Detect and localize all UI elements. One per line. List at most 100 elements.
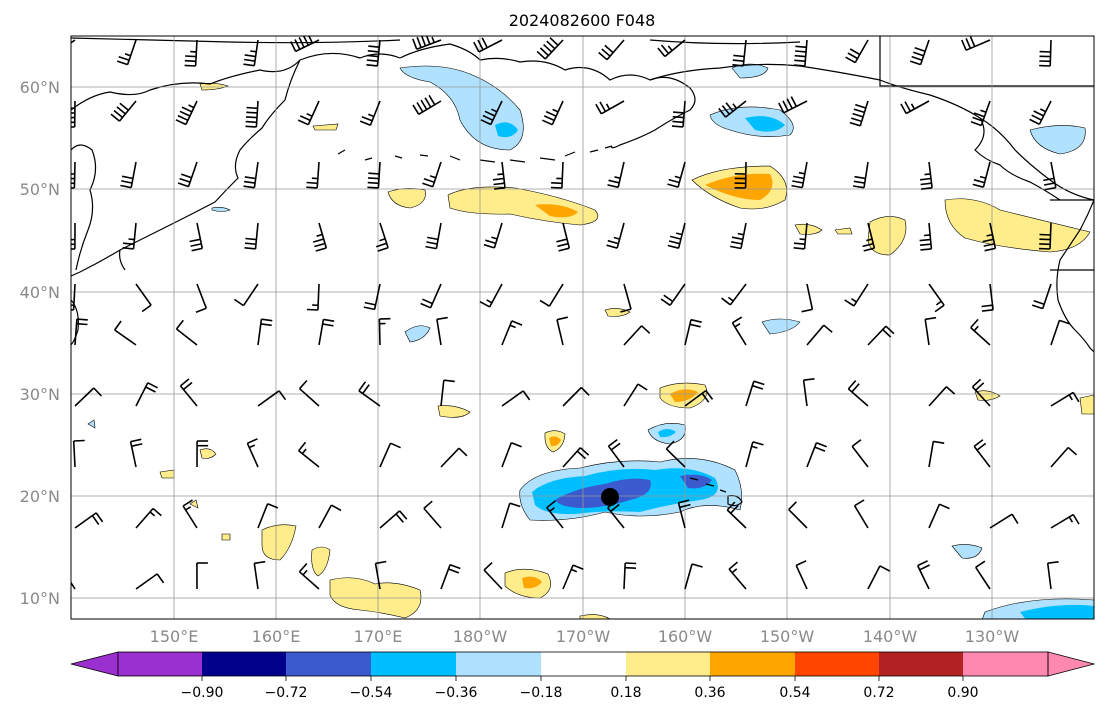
wind-barb (982, 222, 997, 252)
wind-barb (1046, 561, 1059, 590)
wind-barb (667, 222, 686, 249)
wind-barb (422, 161, 442, 188)
wind-barb (920, 161, 933, 190)
wind-barb (1038, 222, 1052, 250)
wind-barb (556, 316, 568, 346)
wind-barb (1031, 283, 1052, 310)
wind-barb (374, 560, 387, 590)
lon-label: 160°E (252, 627, 301, 646)
wind-barb (359, 100, 381, 126)
lon-label: 160°W (658, 627, 713, 646)
wind-barb (375, 222, 389, 252)
lon-label: 140°W (863, 627, 918, 646)
lon-label: 170°W (556, 627, 611, 646)
wind-barb (730, 222, 747, 250)
wind-barb (598, 39, 625, 61)
wind-barb (114, 320, 137, 346)
storm-center-marker (601, 488, 619, 506)
wind-barb (257, 503, 279, 529)
wind-barb (253, 560, 266, 590)
anomaly-shading (87, 63, 1094, 619)
wind-barb (189, 222, 204, 252)
lat-label: 10°N (20, 589, 60, 608)
colorbar-bin (286, 652, 371, 676)
wind-barb (298, 441, 320, 468)
wind-barb (298, 562, 320, 590)
wind-barb (440, 379, 455, 407)
wind-barb (791, 161, 808, 189)
wind-barb (1050, 391, 1080, 407)
wind-barb (129, 438, 143, 468)
wind-barb (924, 316, 937, 346)
wind-barb (244, 222, 259, 250)
wind-barb (660, 283, 686, 306)
wind-barb (196, 562, 208, 590)
longitude-labels: 150°E 160°E 170°E 180°W 170°W 160°W 150°… (150, 627, 1020, 646)
wind-barb (745, 441, 764, 468)
wind-barb (916, 560, 930, 590)
wind-barb (539, 283, 564, 307)
wind-barb (122, 222, 137, 250)
wind-barb (297, 100, 320, 126)
wind-barb (684, 318, 702, 346)
wind-barb (195, 283, 208, 313)
lon-label: 130°W (965, 627, 1020, 646)
wind-barb (802, 378, 815, 407)
wind-barb (71, 283, 76, 311)
wind-barb (318, 318, 335, 346)
wind-barb (801, 283, 814, 313)
wind-barb (667, 161, 686, 188)
wind-barb (970, 100, 991, 127)
wind-barb (71, 161, 76, 189)
wind-barb (379, 442, 401, 468)
wind-barb (971, 378, 991, 407)
wind-barb (379, 510, 408, 529)
wind-barb (306, 161, 320, 189)
wind-barb (665, 440, 686, 468)
wind-barb (473, 37, 503, 53)
wind-barb (806, 324, 833, 346)
colorbar-bin (202, 652, 286, 676)
colorbar-tick: −0.54 (350, 685, 393, 701)
wind-barb (318, 504, 342, 529)
wind-barb (175, 100, 198, 126)
wind-barbs (71, 36, 1080, 590)
wind-barb (110, 100, 137, 122)
wind-barb (562, 386, 590, 407)
wind-barb (728, 561, 747, 590)
wind-barb (849, 100, 869, 127)
wind-barb (480, 100, 503, 126)
wind-barb (135, 573, 165, 590)
colorbar-tick: 0.18 (610, 685, 641, 701)
wind-barb (734, 161, 747, 189)
colorbar-bin (795, 652, 879, 676)
colorbar-bin (710, 652, 795, 676)
wind-barb (1050, 513, 1080, 529)
colorbar-bin (879, 652, 963, 676)
wind-barb (245, 100, 259, 128)
wind-barb (726, 501, 747, 529)
wind-barb (607, 161, 625, 189)
colorbar-tick: −0.36 (435, 685, 478, 701)
colorbar-extend-high (1047, 651, 1096, 677)
wind-barb (233, 283, 259, 307)
wind-barb (1043, 161, 1057, 191)
wind-barb (721, 283, 747, 306)
wind-barb (257, 318, 273, 346)
colorbar-tick: −0.18 (520, 685, 563, 701)
wind-barb (847, 380, 869, 407)
lat-label: 30°N (20, 385, 60, 404)
wind-barb (501, 502, 521, 529)
colorbar-extend-low (70, 651, 119, 677)
colorbar-bin (626, 652, 710, 676)
wind-barb (981, 283, 994, 312)
wind-barb (440, 447, 468, 468)
wind-barb (853, 499, 869, 529)
wind-barb (425, 222, 442, 250)
wind-barb (970, 318, 991, 346)
lat-label: 40°N (20, 283, 60, 302)
wind-barb (972, 161, 991, 188)
wind-barb (845, 39, 869, 64)
wind-barb (366, 39, 381, 67)
